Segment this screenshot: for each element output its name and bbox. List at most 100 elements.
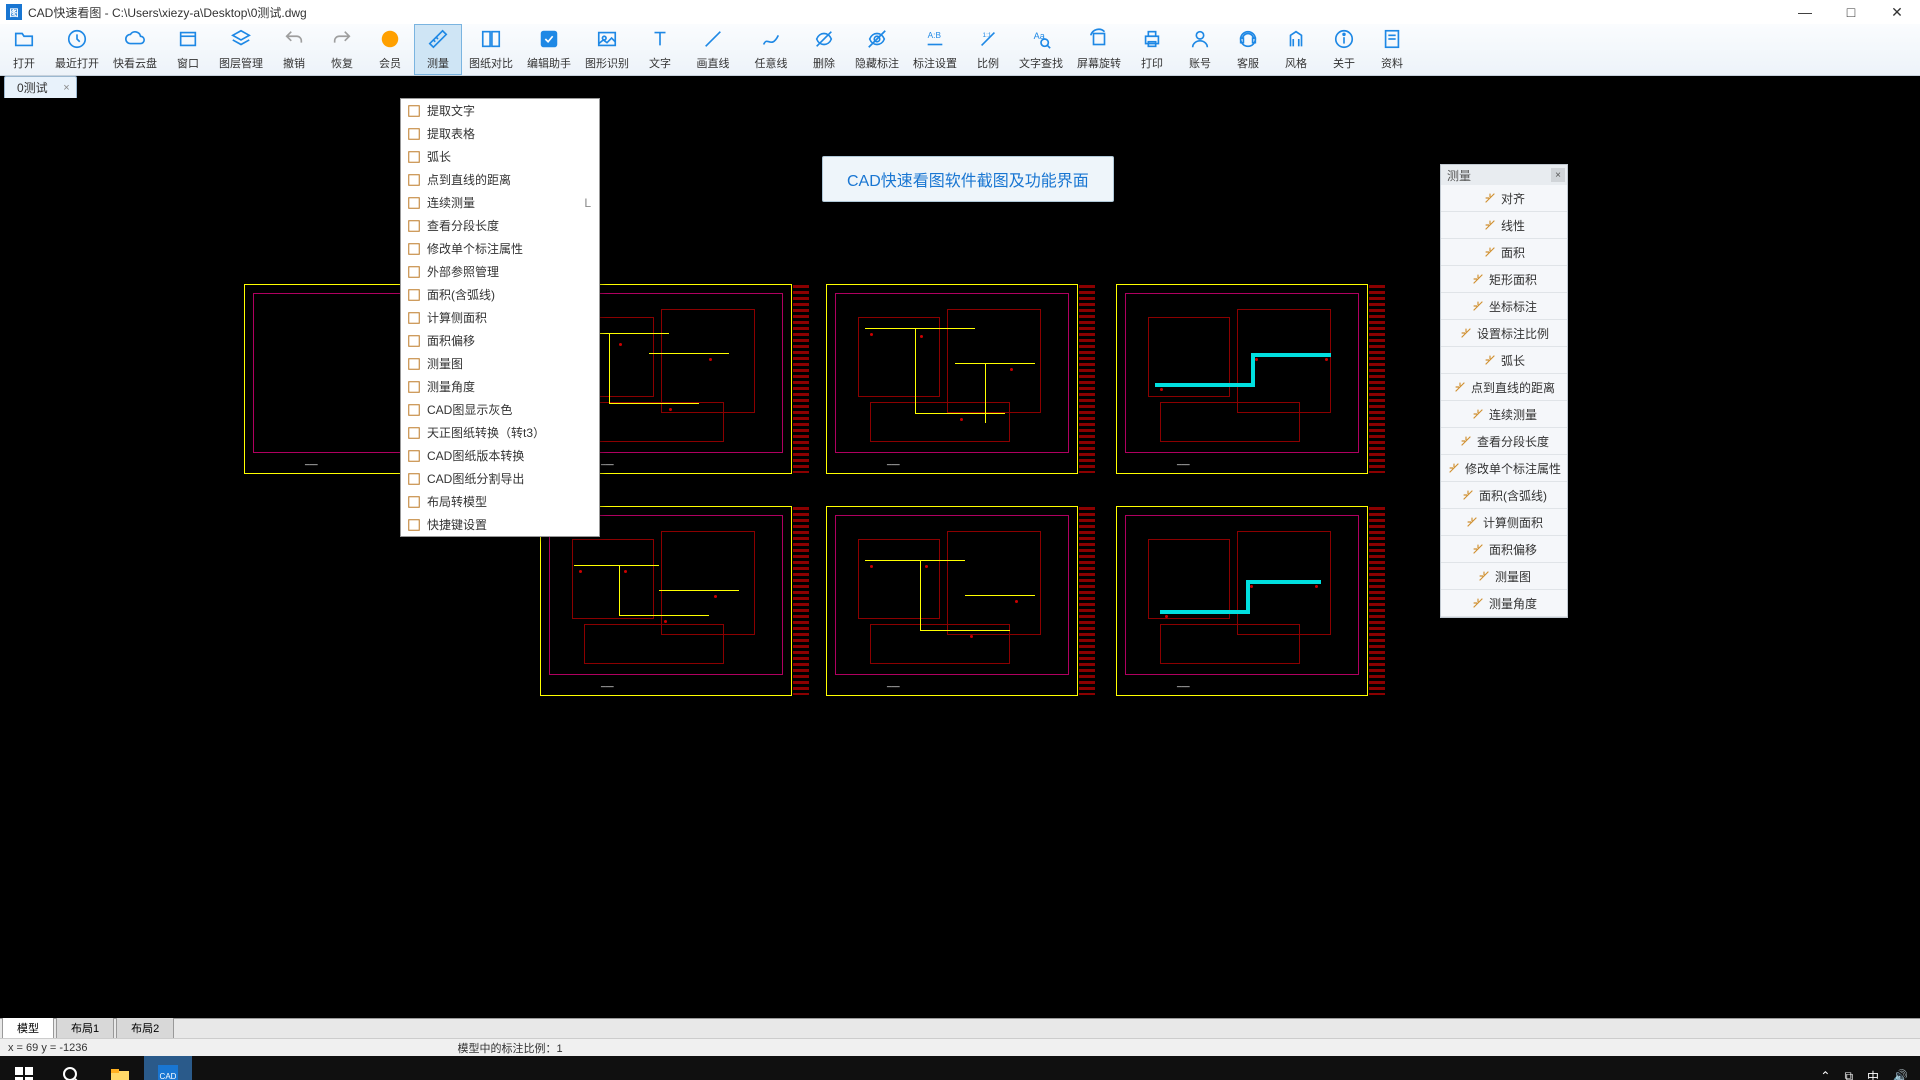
panel-item[interactable]: 线性	[1441, 212, 1567, 239]
minimize-button[interactable]: —	[1782, 0, 1828, 24]
menu-item[interactable]: 面积(含弧线)	[401, 283, 599, 306]
tray-network-icon[interactable]: ⧉	[1844, 1069, 1853, 1080]
panel-item-icon	[1483, 191, 1497, 205]
layout-tab[interactable]: 模型	[2, 1017, 54, 1038]
panel-item-icon	[1483, 218, 1497, 232]
hidemark-icon	[866, 28, 888, 53]
menu-item[interactable]: 提取表格	[401, 122, 599, 145]
tray-volume-icon[interactable]: 🔊	[1893, 1069, 1908, 1080]
menu-icon	[401, 380, 427, 394]
panel-item[interactable]: 连续测量	[1441, 401, 1567, 428]
tray-ime-icon[interactable]: 中	[1867, 1068, 1879, 1080]
toolbar-about-button[interactable]: 关于	[1320, 24, 1368, 75]
panel-item-label: 对齐	[1501, 190, 1525, 207]
toolbar-findtext-button[interactable]: Aa文字查找	[1012, 24, 1070, 75]
close-button[interactable]: ✕	[1874, 0, 1920, 24]
explorer-button[interactable]	[96, 1056, 144, 1080]
toolbar-text-button[interactable]: 文字	[636, 24, 684, 75]
toolbar-cloud-button[interactable]: 快看云盘	[106, 24, 164, 75]
cad-app-button[interactable]: CAD	[144, 1056, 192, 1080]
menu-item[interactable]: 弧长	[401, 145, 599, 168]
start-button[interactable]	[0, 1056, 48, 1080]
menu-icon	[401, 242, 427, 256]
svg-text:A:B: A:B	[928, 31, 942, 40]
menu-icon	[401, 472, 427, 486]
panel-close-icon[interactable]: ×	[1551, 168, 1565, 182]
toolbar-scale-button[interactable]: 1:1 比例	[964, 24, 1012, 75]
toolbar-account-button[interactable]: 账号	[1176, 24, 1224, 75]
menu-item[interactable]: 修改单个标注属性	[401, 237, 599, 260]
menu-item[interactable]: 天正图纸转换（转t3）	[401, 421, 599, 444]
toolbar-label: 客服	[1237, 55, 1259, 71]
toolbar-delete-button[interactable]: 删除	[800, 24, 848, 75]
menu-item[interactable]: 计算侧面积	[401, 306, 599, 329]
panel-item[interactable]: 面积偏移	[1441, 536, 1567, 563]
menu-label: 查看分段长度	[427, 217, 591, 234]
menu-item[interactable]: 测量图	[401, 352, 599, 375]
panel-item-label: 点到直线的距离	[1471, 379, 1555, 396]
toolbar-service-button[interactable]: 客服	[1224, 24, 1272, 75]
toolbar-style-button[interactable]: 风格	[1272, 24, 1320, 75]
panel-item[interactable]: 点到直线的距离	[1441, 374, 1567, 401]
panel-item[interactable]: 对齐	[1441, 185, 1567, 212]
toolbar-undo-button[interactable]: 撤销	[270, 24, 318, 75]
menu-item[interactable]: 布局转模型	[401, 490, 599, 513]
menu-item[interactable]: CAD图纸版本转换	[401, 444, 599, 467]
toolbar-hidemark-button[interactable]: 隐藏标注	[848, 24, 906, 75]
toolbar-label: 撤销	[283, 55, 305, 71]
menu-item[interactable]: CAD图显示灰色	[401, 398, 599, 421]
toolbar-compare-button[interactable]: 图纸对比	[462, 24, 520, 75]
toolbar-vip-button[interactable]: VIP会员	[366, 24, 414, 75]
toolbar-line-button[interactable]: 画直线	[684, 24, 742, 75]
svg-text:1:1: 1:1	[983, 32, 992, 39]
menu-item[interactable]: 查看分段长度	[401, 214, 599, 237]
toolbar-measure-button[interactable]: 测量	[414, 24, 462, 75]
panel-item[interactable]: 测量角度	[1441, 590, 1567, 617]
panel-item[interactable]: 设置标注比例	[1441, 320, 1567, 347]
panel-item-icon	[1471, 596, 1485, 610]
layout-tab[interactable]: 布局1	[56, 1017, 114, 1038]
tab-close-icon[interactable]: ×	[63, 82, 69, 94]
panel-item[interactable]: 面积	[1441, 239, 1567, 266]
panel-item[interactable]: 修改单个标注属性	[1441, 455, 1567, 482]
toolbar-markset-button[interactable]: A:B标注设置	[906, 24, 964, 75]
search-button[interactable]	[48, 1056, 96, 1080]
panel-item[interactable]: 测量图	[1441, 563, 1567, 590]
toolbar-recent-button[interactable]: 最近打开	[48, 24, 106, 75]
toolbar-layer-button[interactable]: 图层管理	[212, 24, 270, 75]
toolbar-label: 比例	[977, 55, 999, 71]
markset-icon: A:B	[924, 28, 946, 53]
menu-item[interactable]: 连续测量L	[401, 191, 599, 214]
toolbar-open-button[interactable]: 打开	[0, 24, 48, 75]
menu-item[interactable]: 测量角度	[401, 375, 599, 398]
toolbar-rotate-button[interactable]: 屏幕旋转	[1070, 24, 1128, 75]
toolbar-imgrec-button[interactable]: 图形识别	[578, 24, 636, 75]
toolbar-window-button[interactable]: 窗口	[164, 24, 212, 75]
maximize-button[interactable]: □	[1828, 0, 1874, 24]
menu-item[interactable]: 提取文字	[401, 99, 599, 122]
cloud-icon	[124, 28, 146, 53]
toolbar-docs-button[interactable]: 资料	[1368, 24, 1416, 75]
panel-item[interactable]: 坐标标注	[1441, 293, 1567, 320]
drawing-frame: ━━━	[1116, 284, 1368, 474]
toolbar-anyline-button[interactable]: 任意线	[742, 24, 800, 75]
drawing-canvas[interactable]: 提取文字提取表格弧长点到直线的距离连续测量L查看分段长度修改单个标注属性外部参照…	[0, 98, 1920, 1018]
panel-item[interactable]: 弧长	[1441, 347, 1567, 374]
toolbar-redo-button[interactable]: 恢复	[318, 24, 366, 75]
menu-item[interactable]: 快捷键设置	[401, 513, 599, 536]
menu-item[interactable]: 外部参照管理	[401, 260, 599, 283]
panel-item[interactable]: 计算侧面积	[1441, 509, 1567, 536]
toolbar-print-button[interactable]: 打印	[1128, 24, 1176, 75]
layout-tab[interactable]: 布局2	[116, 1017, 174, 1038]
redo-icon	[331, 28, 353, 53]
menu-item[interactable]: 面积偏移	[401, 329, 599, 352]
toolbar-edithelp-button[interactable]: 编辑助手	[520, 24, 578, 75]
menu-item[interactable]: CAD图纸分割导出	[401, 467, 599, 490]
menu-item[interactable]: 点到直线的距离	[401, 168, 599, 191]
document-tab[interactable]: 0测试 ×	[4, 76, 77, 98]
tray-up-icon[interactable]: ⌃	[1820, 1069, 1830, 1080]
panel-item-icon	[1477, 569, 1491, 583]
panel-item[interactable]: 矩形面积	[1441, 266, 1567, 293]
panel-item[interactable]: 面积(含弧线)	[1441, 482, 1567, 509]
panel-item[interactable]: 查看分段长度	[1441, 428, 1567, 455]
